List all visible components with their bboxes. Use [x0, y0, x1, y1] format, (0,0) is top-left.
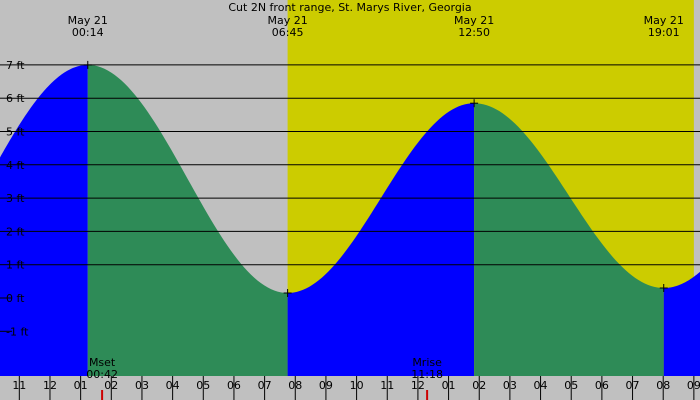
rising-tide-area — [0, 64, 88, 377]
x-tick-label: 09 — [319, 379, 333, 392]
x-tick-label: 03 — [135, 379, 149, 392]
tide-event-time: 12:50 — [458, 26, 490, 39]
y-tick-label: 4 ft — [6, 159, 25, 172]
tide-event-time: 19:01 — [648, 26, 680, 39]
x-tick-label: 02 — [104, 379, 118, 392]
horizontal-gridlines — [12, 64, 700, 266]
x-tick-label: 12 — [43, 379, 57, 392]
x-tick-label: 05 — [564, 379, 578, 392]
rising-tide-area — [663, 271, 700, 376]
tide-event-time: 06:45 — [272, 26, 304, 39]
x-tick-label: 08 — [288, 379, 302, 392]
x-tick-label: 11 — [380, 379, 394, 392]
x-tick-label: 07 — [626, 379, 640, 392]
tide-event-time: 00:14 — [72, 26, 104, 39]
tide-areas — [0, 64, 700, 377]
x-tick-label: 01 — [442, 379, 456, 392]
rising-tide-area — [287, 103, 475, 376]
y-tick-label: -1 ft — [6, 325, 29, 338]
x-tick-label: 10 — [350, 379, 364, 392]
moon-event-label: Mset — [89, 356, 116, 369]
x-tick-label: 11 — [12, 379, 26, 392]
x-tick-label: 06 — [227, 379, 241, 392]
tide-event-date: May 21 — [644, 14, 684, 27]
moon-event-time: 00:42 — [86, 368, 118, 381]
moon-event-label: Mrise — [412, 356, 442, 369]
moon-event-time: 11:18 — [411, 368, 443, 381]
chart-title: Cut 2N front range, St. Marys River, Geo… — [228, 1, 471, 14]
x-tick-label: 01 — [74, 379, 88, 392]
y-tick-label: 0 ft — [6, 292, 25, 305]
y-tick-label: 2 ft — [6, 225, 25, 238]
falling-tide-area — [474, 103, 664, 376]
y-tick-label: 3 ft — [6, 192, 25, 205]
x-tick-label: 07 — [258, 379, 272, 392]
x-tick-label: 02 — [472, 379, 486, 392]
tide-event-date: May 21 — [267, 14, 307, 27]
tide-event-date: May 21 — [68, 14, 108, 27]
x-tick-label: 12 — [411, 379, 425, 392]
y-axis-labels: -1 ft 0 ft 1 ft 2 ft 3 ft 4 ft 5 ft 6 ft 7 ft — [0, 59, 29, 338]
x-tick-label: 03 — [503, 379, 517, 392]
y-tick-label: 1 ft — [6, 259, 25, 272]
y-tick-label: 6 ft — [6, 92, 25, 105]
x-tick-label: 08 — [656, 379, 670, 392]
x-tick-label: 06 — [595, 379, 609, 392]
x-tick-label: 04 — [534, 379, 548, 392]
y-tick-label: 5 ft — [6, 126, 25, 139]
x-tick-label: 09 — [687, 379, 700, 392]
tide-event-date: May 21 — [454, 14, 494, 27]
y-tick-label: 7 ft — [6, 59, 25, 72]
x-axis-ticks: 11 12 01 02 03 04 05 06 07 08 09 10 11 12 01 02 03 04 05 06… — [12, 376, 700, 400]
x-tick-label: 04 — [166, 379, 180, 392]
falling-tide-area — [87, 64, 288, 377]
x-tick-label: 05 — [196, 379, 210, 392]
